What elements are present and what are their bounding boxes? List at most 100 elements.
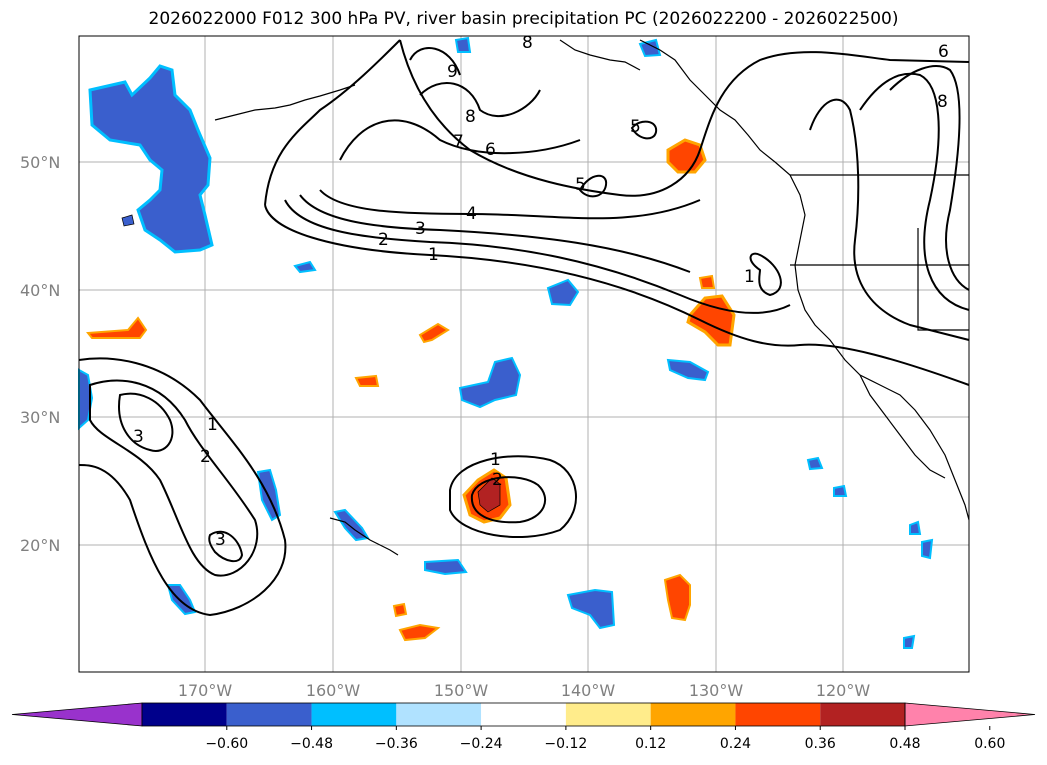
contour-label-1-west: 1 bbox=[207, 415, 218, 435]
south-negative-2 bbox=[566, 588, 616, 630]
colorbar-segment bbox=[396, 703, 482, 726]
contour-label-5: 5 bbox=[575, 175, 586, 195]
contour-label-6: 6 bbox=[485, 140, 496, 160]
contour-label-2: 2 bbox=[378, 230, 389, 250]
pv-contour-8 bbox=[419, 82, 541, 117]
contour-label-7: 7 bbox=[453, 132, 464, 152]
contour-label-6-east: 6 bbox=[938, 42, 949, 62]
colorbar-segment bbox=[142, 703, 227, 726]
central-pacific-negative bbox=[458, 356, 522, 409]
central-positive-1 bbox=[418, 322, 450, 344]
pv-contour-east-ridge bbox=[809, 98, 970, 341]
lat-label-30n: 30°N bbox=[20, 408, 60, 427]
colorbar-tick-label: −0.48 bbox=[290, 736, 333, 752]
pv-contours bbox=[78, 39, 970, 617]
hawaii-islands bbox=[329, 517, 399, 556]
contour-labels: 1 2 3 4 5 6 7 8 9 5 8 1 8 6 1 2 3 3 1 2 bbox=[133, 33, 949, 550]
map-background bbox=[79, 36, 969, 672]
pv-contour-9 bbox=[409, 47, 461, 76]
top-negative-2 bbox=[638, 38, 662, 58]
colorbar-segment bbox=[481, 703, 566, 726]
contour-label-2-west: 2 bbox=[200, 447, 211, 467]
colorbar-tick-label: 0.48 bbox=[889, 736, 920, 752]
state-border-2 bbox=[917, 228, 969, 331]
baja-negative-2 bbox=[833, 484, 848, 497]
map-frame bbox=[78, 35, 970, 673]
contour-label-2-subtropical: 2 bbox=[492, 470, 503, 490]
aleutian-islands bbox=[214, 84, 356, 121]
contour-label-8-east: 8 bbox=[937, 92, 948, 112]
lat-label-20n: 20°N bbox=[20, 536, 60, 555]
pv-contour-west-3b bbox=[208, 530, 244, 563]
longitude-labels: 170°W 160°W 150°W 140°W 130°W 120°W bbox=[178, 681, 871, 700]
colorbar-tick-label: 0.12 bbox=[635, 736, 666, 752]
contour-label-3-west-b: 3 bbox=[215, 530, 226, 550]
far-west-positive bbox=[86, 316, 148, 339]
baja-negative-1 bbox=[806, 456, 824, 471]
top-negative-1 bbox=[454, 36, 472, 53]
pv-contour-4 bbox=[319, 189, 701, 220]
pv-contour-5b bbox=[630, 120, 658, 140]
contour-label-1-subtropical: 1 bbox=[490, 450, 501, 470]
south-positive-2 bbox=[392, 602, 408, 618]
colorbar-segment bbox=[226, 703, 312, 726]
pv-contour-subtropical-1 bbox=[449, 455, 577, 539]
west-coast-positive-small bbox=[698, 274, 716, 289]
south-positive-1 bbox=[663, 573, 691, 622]
pv-contour-east-2 bbox=[859, 72, 970, 311]
pv-contour-3 bbox=[299, 194, 691, 273]
gulf-small-negative bbox=[293, 260, 317, 274]
contour-label-8b: 8 bbox=[522, 33, 533, 53]
contour-label-5b: 5 bbox=[630, 117, 641, 137]
pv-contour-subtropical-2 bbox=[470, 476, 547, 524]
colorbar-tick-label: 0.60 bbox=[974, 736, 1005, 752]
subtropical-negative-1 bbox=[666, 358, 710, 382]
colorbar-tick-label: −0.24 bbox=[460, 736, 503, 752]
colorbar-tick-label: −0.12 bbox=[544, 736, 587, 752]
pv-contour-east-1 bbox=[749, 252, 782, 297]
colorbar: −0.60 −0.48 −0.36 −0.24 −0.12 0.12 0.24 0.36 0.4… bbox=[11, 702, 1036, 752]
colorbar-tick-label: 0.36 bbox=[805, 736, 836, 752]
pv-contour-west-2 bbox=[89, 379, 259, 577]
colorbar-segment bbox=[735, 703, 821, 726]
contour-label-3: 3 bbox=[415, 219, 426, 239]
contour-label-9: 9 bbox=[447, 62, 458, 82]
colorbar-extend-min bbox=[11, 702, 143, 727]
contour-label-1-east: 1 bbox=[744, 267, 755, 287]
alaska-coast bbox=[559, 39, 641, 71]
pv-contour-6 bbox=[339, 119, 581, 161]
lon-label-170w: 170°W bbox=[178, 681, 233, 700]
colorbar-border bbox=[141, 702, 906, 727]
contour-label-3-west: 3 bbox=[133, 427, 144, 447]
bering-sea-negative-region bbox=[88, 64, 214, 254]
colorbar-extend-max bbox=[904, 702, 1036, 727]
colorbar-tick-label: −0.36 bbox=[375, 736, 418, 752]
mexico-negative-1 bbox=[909, 520, 922, 535]
pv-contour-5a bbox=[578, 174, 608, 198]
south-positive-3 bbox=[398, 623, 441, 642]
contour-label-1: 1 bbox=[428, 245, 439, 265]
pv-contour-east-3 bbox=[889, 65, 970, 291]
pv-contour-1-south bbox=[264, 204, 970, 386]
lon-label-120w: 120°W bbox=[816, 681, 871, 700]
colorbar-segment bbox=[820, 703, 905, 726]
gulf-alaska-positive bbox=[666, 138, 707, 174]
subtropical-positive-inner bbox=[477, 477, 501, 513]
colorbar-tick-label: 0.24 bbox=[720, 736, 751, 752]
colorbar-segment bbox=[311, 703, 397, 726]
colorbar-segment bbox=[565, 703, 651, 726]
lat-label-40n: 40°N bbox=[20, 281, 60, 300]
colorbar-segment bbox=[650, 703, 736, 726]
lon-label-160w: 160°W bbox=[306, 681, 361, 700]
lon-label-140w: 140°W bbox=[561, 681, 616, 700]
map-title: 2026022000 F012 300 hPa PV, river basin … bbox=[148, 9, 899, 29]
mexico-negative-2 bbox=[921, 538, 934, 560]
lat-label-50n: 50°N bbox=[20, 153, 60, 172]
bering-sea-small-negative bbox=[121, 214, 135, 227]
baja-peninsula bbox=[859, 374, 946, 479]
lon-label-130w: 130°W bbox=[689, 681, 744, 700]
pacific-east-negative bbox=[546, 278, 580, 307]
negative-anomaly-regions bbox=[78, 36, 934, 649]
colorbar-tick-label: −0.60 bbox=[205, 736, 248, 752]
